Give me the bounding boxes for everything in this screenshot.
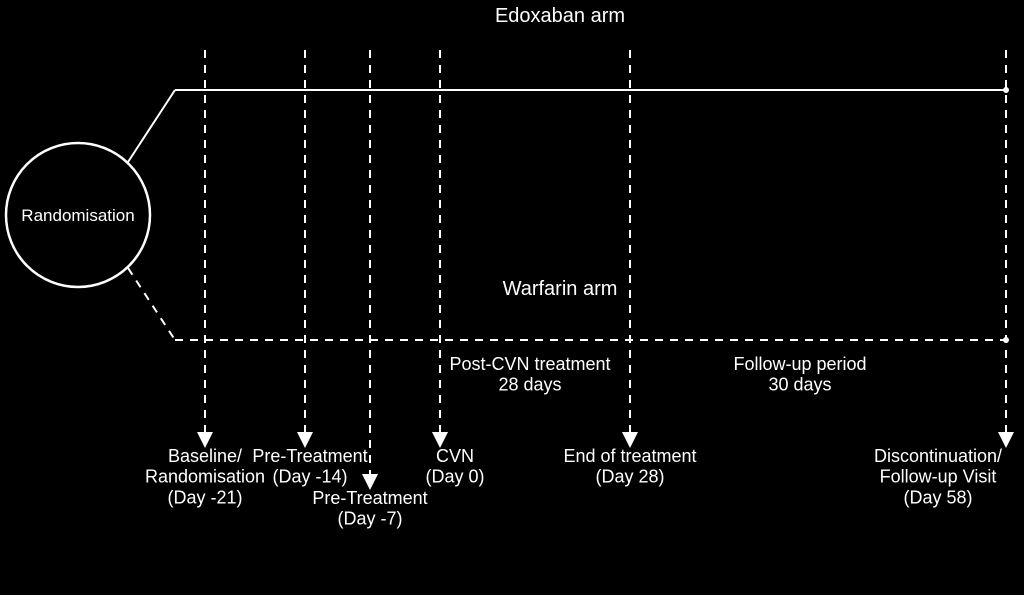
edoxaban-arm-label: Edoxaban arm xyxy=(495,5,625,27)
trial-timeline-diagram: RandomisationEdoxaban armWarfarin armBas… xyxy=(0,0,1024,595)
randomisation-label: Randomisation xyxy=(21,206,134,225)
warfarin-arm-label: Warfarin arm xyxy=(503,278,618,300)
